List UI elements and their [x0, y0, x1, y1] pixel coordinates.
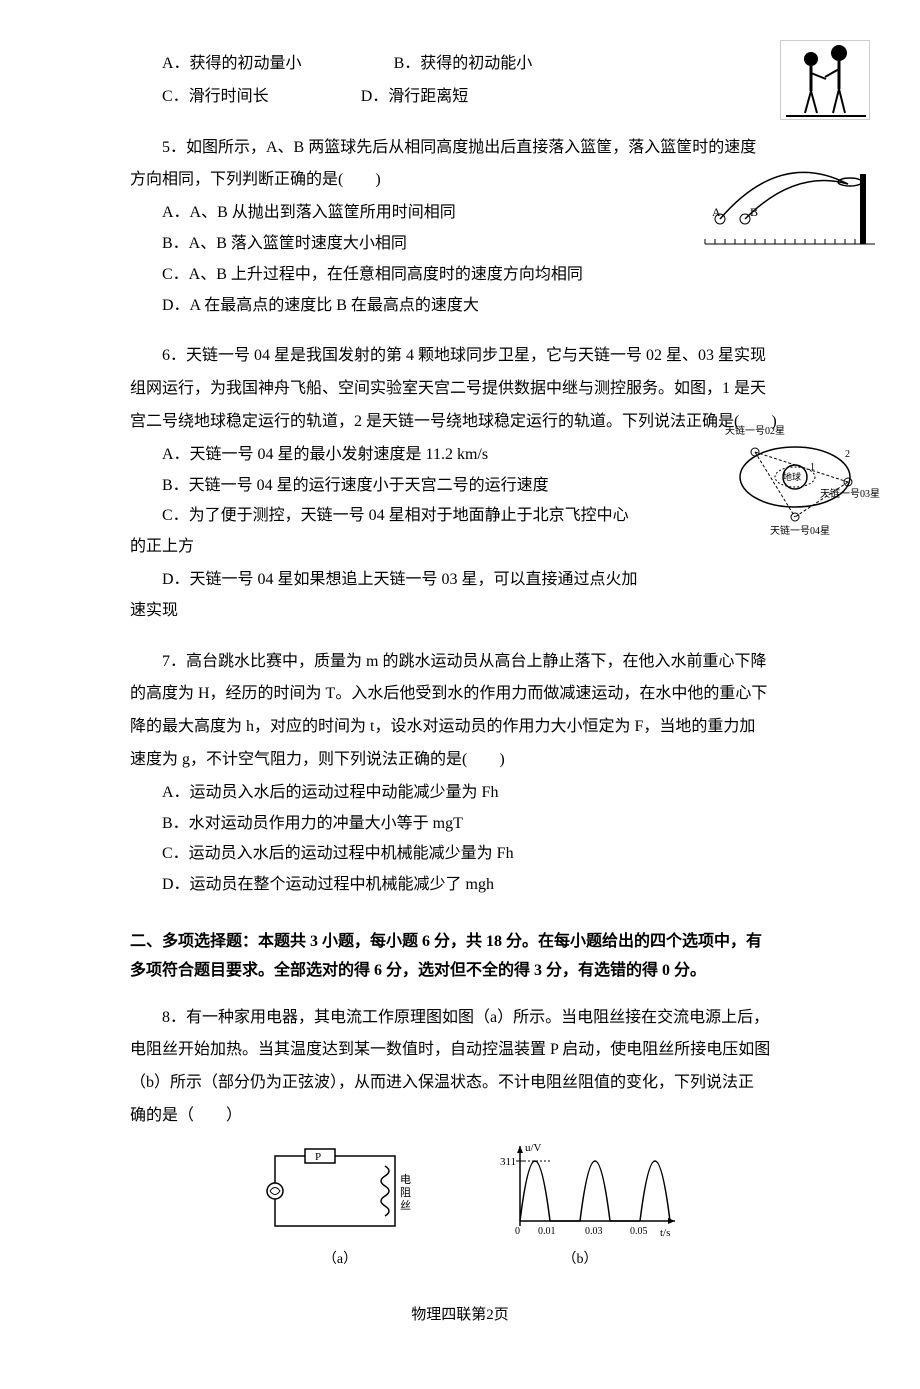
- question-8: 8．有一种家用电器，其电流工作原理图如图（a）所示。当电阻丝接在交流电源上后， …: [130, 1004, 790, 1272]
- option-7A: A．运动员入水后的运动过程中动能减少量为 Fh: [130, 779, 790, 808]
- q8-stem-1: 8．有一种家用电器，其电流工作原理图如图（a）所示。当电阻丝接在交流电源上后，: [130, 1004, 790, 1033]
- q8-stem-2: 电阻丝开始加热。当其温度达到某一数值时，自动控温装置 P 启动，使电阻丝所接电压…: [130, 1036, 790, 1065]
- figure-8b: 311 u/V t/s 0 0.01 0.03 0.05 （b）: [500, 1141, 660, 1272]
- option-6C-1: C．为了便于测控，天链一号 04 星相对于地面静止于北京飞控中心: [130, 502, 790, 531]
- q6-stem-2: 组网运行，为我国神舟飞船、空间实验室天宫二号提供数据中继与测控服务。如图，1 是…: [130, 375, 790, 404]
- q7-stem-2: 的高度为 H，经历的时间为 T。入水后他受到水的作用力而做减速运动，在水中他的重…: [130, 680, 790, 709]
- section-2-line2: 多项符合题目要求。全部选对的得 6 分，选对但不全的得 3 分，有选错的得 0 …: [130, 957, 790, 986]
- option-4A: A．获得的初动量小: [130, 50, 302, 79]
- q6-stem-3: 宫二号绕地球稳定运行的轨道，2 是天链一号绕地球稳定运行的轨道。下列说法正确是(…: [130, 408, 790, 437]
- fig6-label-earth: 地球: [783, 471, 801, 482]
- q7-stem-4: 速度为 g，不计空气阻力，则下列说法正确的是( ): [130, 746, 790, 775]
- fig8b-x1: 0.01: [538, 1226, 556, 1237]
- q6-stem-1: 6．天链一号 04 星是我国发射的第 4 颗地球同步卫星，它与天链一号 02 星…: [130, 342, 790, 371]
- fig8a-resistor-1: 电: [400, 1173, 411, 1186]
- q5-stem-2: 方向相同，下列判断正确的是( ): [130, 166, 790, 195]
- fig6-label-03: 天链一号03星: [820, 487, 880, 500]
- option-4C: C．滑行时间长: [130, 83, 269, 112]
- option-7D: D．运动员在整个运动过程中机械能减少了 mgh: [130, 871, 790, 900]
- option-5B: B．A、B 落入篮筐时速度大小相同: [130, 230, 790, 259]
- option-6B: B．天链一号 04 星的运行速度小于天宫二号的运行速度: [130, 472, 790, 501]
- fig8a-P: P: [315, 1151, 321, 1163]
- q7-stem-3: 降的最大高度为 h，对应的时间为 t，设水对运动员的作用力大小恒定为 F，当地的…: [130, 713, 790, 742]
- circuit-icon: P 电 阻 丝: [260, 1141, 420, 1241]
- q8-stem-4: 确的是（ ）: [130, 1102, 790, 1131]
- question-7: 7．高台跳水比赛中，质量为 m 的跳水运动员从高台上静止落下，在他入水前重心下降…: [130, 648, 790, 900]
- section-2-header: 二、多项选择题：本题共 3 小题，每小题 6 分，共 18 分。在每小题给出的四…: [130, 928, 790, 986]
- option-7C: C．运动员入水后的运动过程中机械能减少量为 Fh: [130, 840, 790, 869]
- option-6D-2: 速实现: [130, 597, 790, 626]
- fig8a-label: （a）: [260, 1247, 420, 1272]
- option-5D: D．A 在最高点的速度比 B 在最高点的速度大: [130, 292, 790, 321]
- question-4-options: A．获得的初动量小 B．获得的初动能小 C．滑行时间长 D．滑行距离短: [130, 50, 790, 112]
- figure-q6-satellites: 天链一号02星 天链一号03星 天链一号04星 地球 1 2: [720, 422, 880, 542]
- q8-stem-3: （b）所示（部分仍为正弦波），从而进入保温状态。不计电阻丝阻值的变化，下列说法正: [130, 1069, 790, 1098]
- fig6-label-1: 1: [810, 462, 815, 473]
- waveform-chart: 311 u/V t/s 0 0.01 0.03 0.05: [500, 1141, 680, 1241]
- fig6-label-02: 天链一号02星: [725, 424, 785, 437]
- fig8b-label: （b）: [500, 1247, 660, 1272]
- option-5A: A．A、B 从抛出到落入篮筐所用时间相同: [130, 199, 790, 228]
- fig8b-x3: 0.05: [630, 1226, 648, 1237]
- q8-figures: P 电 阻 丝 （a）: [130, 1141, 790, 1272]
- option-6D-1: D．天链一号 04 星如果想追上天链一号 03 星，可以直接通过点火加: [130, 566, 790, 595]
- skaters-icon: [781, 41, 871, 121]
- figure-q4-skaters: [780, 40, 870, 120]
- fig6-label-04: 天链一号04星: [770, 524, 830, 537]
- fig8a-resistor-3: 丝: [400, 1199, 411, 1212]
- fig8b-ylabel: u/V: [525, 1142, 542, 1154]
- fig8b-ymax: 311: [500, 1156, 516, 1168]
- question-6: 天链一号02星 天链一号03星 天链一号04星 地球 1 2 6．天链一号 04…: [130, 342, 790, 625]
- figure-8a: P 电 阻 丝 （a）: [260, 1141, 420, 1272]
- option-4B: B．获得的初动能小: [362, 50, 533, 79]
- option-6C-2: 的正上方: [130, 533, 790, 562]
- figure-q5-basketball: A B: [700, 164, 880, 254]
- section-2-line1: 二、多项选择题：本题共 3 小题，每小题 6 分，共 18 分。在每小题给出的四…: [130, 928, 790, 957]
- option-7B: B．水对运动员作用力的冲量大小等于 mgT: [130, 810, 790, 839]
- page-footer: 物理四联第2页: [130, 1302, 790, 1329]
- option-5C: C．A、B 上升过程中，在任意相同高度时的速度方向均相同: [130, 261, 790, 290]
- fig5-label-A: A: [712, 205, 721, 219]
- option-4D: D．滑行距离短: [329, 83, 469, 112]
- q7-stem-1: 7．高台跳水比赛中，质量为 m 的跳水运动员从高台上静止落下，在他入水前重心下降: [130, 648, 790, 677]
- trajectory-icon: A B: [700, 164, 880, 254]
- fig5-label-B: B: [750, 205, 758, 219]
- fig8a-resistor-2: 阻: [400, 1186, 411, 1199]
- orbit-icon: 天链一号02星 天链一号03星 天链一号04星 地球 1 2: [720, 422, 880, 542]
- question-5: A B 5．如图所示，A、B 两篮球先后从相同高度抛出后直接落入篮筐，落入篮筐时…: [130, 134, 790, 321]
- option-6A: A．天链一号 04 星的最小发射速度是 11.2 km/s: [130, 441, 790, 470]
- fig6-label-2: 2: [845, 449, 850, 460]
- fig8b-x2: 0.03: [585, 1226, 603, 1237]
- fig8b-x0: 0: [515, 1226, 520, 1237]
- fig8b-xlabel: t/s: [660, 1227, 670, 1239]
- q5-stem-1: 5．如图所示，A、B 两篮球先后从相同高度抛出后直接落入篮筐，落入篮筐时的速度: [130, 134, 790, 163]
